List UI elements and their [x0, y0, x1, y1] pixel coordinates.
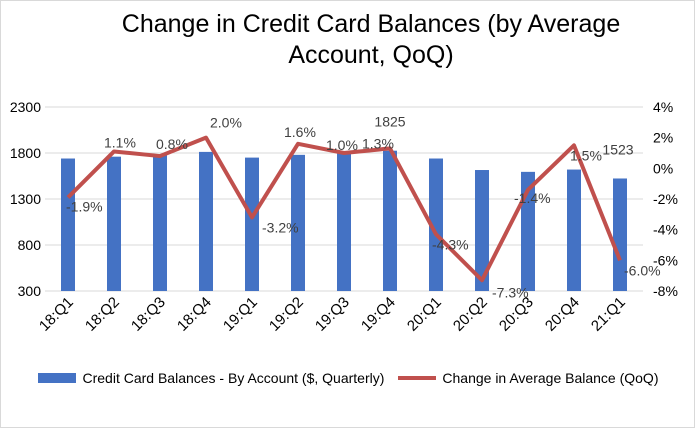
line-data-label: -4.3% — [432, 236, 469, 252]
x-tick-label: 19:Q3 — [312, 294, 353, 335]
y-right-tick-label: -6% — [653, 252, 678, 268]
chart-legend: Credit Card Balances - By Account ($, Qu… — [1, 370, 695, 386]
line-data-label: 2.0% — [210, 115, 242, 131]
y-right-tick-label: -8% — [653, 283, 678, 299]
y-right-tick-label: -4% — [653, 222, 678, 238]
bar-data-label: 1523 — [602, 141, 633, 157]
bar — [567, 169, 581, 291]
line-data-label: -6.0% — [624, 262, 661, 278]
y-left-tick-label: 1300 — [10, 191, 41, 207]
legend-item-balances: Credit Card Balances - By Account ($, Qu… — [38, 370, 384, 386]
bar — [475, 170, 489, 291]
line-data-label: -1.9% — [66, 198, 103, 214]
bar — [61, 158, 75, 291]
x-tick-label: 18:Q2 — [82, 294, 123, 335]
y-right-tick-label: 2% — [653, 130, 673, 146]
bar-data-label: 1825 — [374, 114, 405, 130]
x-tick-label: 20:Q2 — [450, 294, 491, 335]
y-left-tick-label: 2300 — [10, 99, 41, 115]
bar — [429, 158, 443, 291]
line-data-label: -1.4% — [514, 190, 551, 206]
x-tick-label: 18:Q1 — [36, 294, 77, 335]
x-tick-label: 20:Q4 — [542, 294, 583, 335]
line-data-label: 1.5% — [570, 147, 602, 163]
bar — [613, 178, 627, 291]
line-data-label: 1.6% — [284, 124, 316, 140]
series-line-change — [66, 135, 622, 283]
x-tick-label: 19:Q2 — [266, 294, 307, 335]
legend-swatch-bar — [38, 373, 77, 383]
bar — [199, 151, 213, 291]
x-tick-label: 19:Q1 — [220, 294, 261, 335]
line-data-label: 1.1% — [104, 134, 136, 150]
bar — [245, 157, 259, 291]
y-right-tick-label: 4% — [653, 99, 673, 115]
legend-label-change: Change in Average Balance (QoQ) — [442, 370, 659, 386]
x-tick-label: 18:Q3 — [128, 294, 169, 335]
x-tick-label: 20:Q1 — [404, 294, 445, 335]
bar — [337, 153, 351, 291]
x-tick-label: 19:Q4 — [358, 294, 399, 335]
bar — [383, 150, 397, 291]
x-tick-label: 21:Q1 — [588, 294, 629, 335]
y-left-tick-label: 1800 — [10, 145, 41, 161]
legend-label-balances: Credit Card Balances - By Account ($, Qu… — [82, 370, 385, 386]
chart-title: Change in Credit Card Balances (by Avera… — [41, 9, 695, 71]
legend-swatch-line — [398, 376, 437, 380]
y-right-tick-label: 0% — [653, 160, 673, 176]
bar — [153, 155, 167, 291]
chart-title-line-2: Account, QoQ) — [288, 41, 454, 69]
chart-title-line-1: Change in Credit Card Balances (by Avera… — [121, 10, 621, 38]
bar — [521, 171, 535, 291]
line-data-label: 1.3% — [362, 135, 394, 151]
line-data-label: -7.3% — [492, 284, 529, 300]
y-left-tick-label: 300 — [18, 283, 42, 299]
bar — [107, 156, 121, 291]
y-right-tick-label: -2% — [653, 191, 678, 207]
line-data-label: -3.2% — [262, 219, 299, 235]
line-data-label: 1.0% — [326, 137, 358, 153]
bar — [291, 154, 305, 291]
line-data-label: 0.8% — [156, 136, 188, 152]
x-tick-label: 18:Q4 — [174, 294, 215, 335]
legend-item-change: Change in Average Balance (QoQ) — [398, 370, 659, 386]
y-left-tick-label: 800 — [18, 237, 42, 253]
